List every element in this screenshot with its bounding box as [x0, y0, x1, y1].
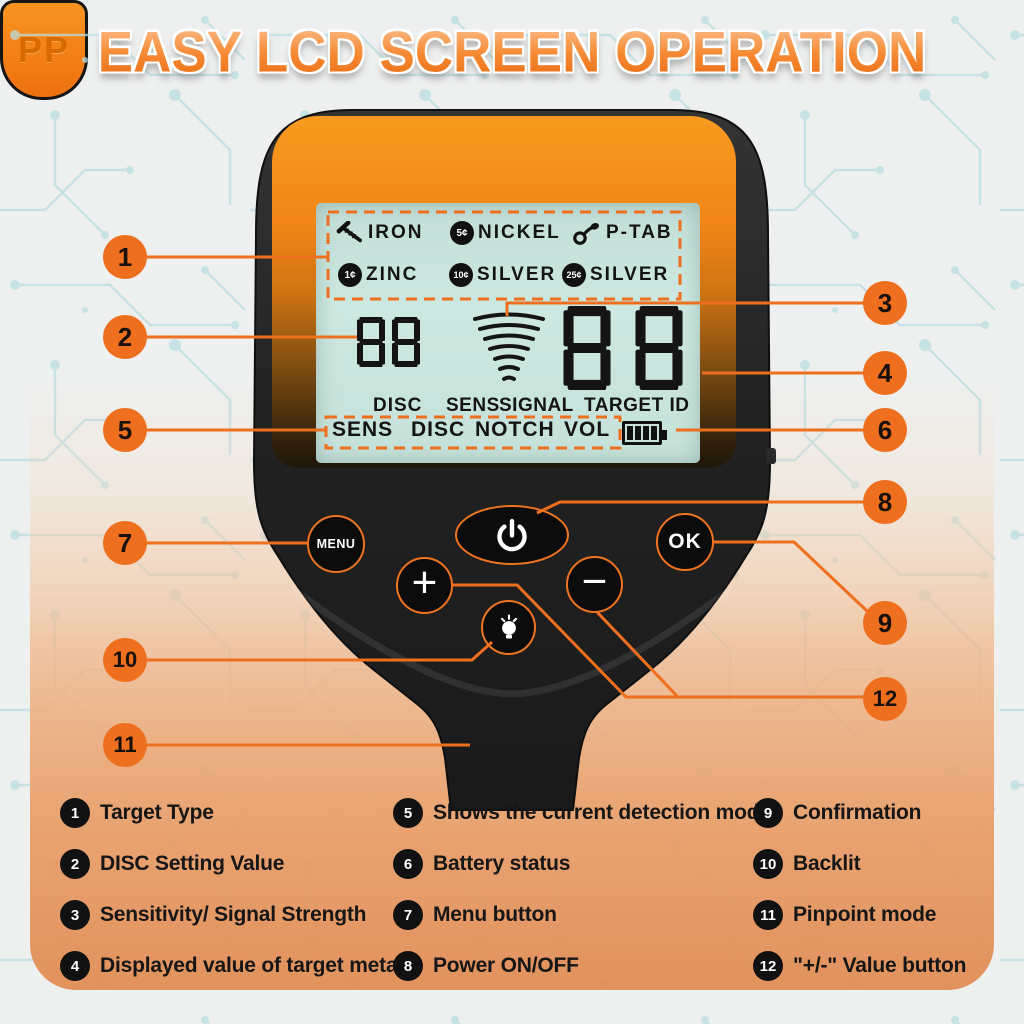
legend-badge: 2 — [60, 849, 90, 879]
power-icon — [497, 519, 527, 552]
legend-text: Pinpoint mode — [793, 903, 937, 926]
legend-item: 1 Target Type — [60, 796, 403, 830]
legend-text: Displayed value of target metal — [100, 954, 404, 977]
bulb-icon — [500, 614, 517, 639]
disc-value-display — [357, 310, 420, 374]
legend-item: 6 Battery status — [393, 847, 771, 881]
legend-column-2: 5 Shows the current detection mode 6 Batte… — [393, 796, 771, 983]
page-title: EASY LCD SCREEN OPERATION EASY LCD SCREE… — [0, 20, 1024, 86]
legend-item: 8 Power ON/OFF — [393, 949, 771, 983]
legend-text: Confirmation — [793, 801, 922, 824]
target-item-nickel: 5¢ NICKEL — [450, 219, 561, 247]
callout-12: 12 — [863, 677, 907, 721]
legend-text: Backlit — [793, 852, 861, 875]
callout-4: 4 — [863, 351, 907, 395]
legend-item: 7 Menu button — [393, 898, 771, 932]
legend-item: 3 Sensitivity/ Signal Strength — [60, 898, 403, 932]
callout-9: 9 — [863, 601, 907, 645]
mode-vol: VOL — [564, 418, 611, 441]
target-label: ZINC — [366, 264, 419, 285]
legend-item: 5 Shows the current detection mode — [393, 796, 771, 830]
target-label: SILVER — [477, 264, 557, 285]
battery-icon — [622, 421, 667, 445]
mode-sens: SENS — [332, 418, 394, 441]
mode-notch: NOTCH — [475, 418, 555, 441]
legend-text: Power ON/OFF — [433, 954, 579, 977]
pulltab-icon — [573, 223, 599, 245]
page-title-text: EASY LCD SCREEN OPERATION — [0, 20, 1024, 86]
target-item-iron: IRON — [336, 219, 424, 247]
legend-item: 2 DISC Setting Value — [60, 847, 403, 881]
legend-text: "+/-" Value button — [793, 954, 967, 977]
target-item-zinc: 1¢ ZINC — [338, 261, 418, 289]
legend-badge: 3 — [60, 900, 90, 930]
callout-5: 5 — [103, 408, 147, 452]
legend-badge: 1 — [60, 798, 90, 828]
target-item-silver25: 25¢ SILVER — [562, 261, 669, 289]
legend-badge: 6 — [393, 849, 423, 879]
callout-1: 1 — [103, 235, 147, 279]
disc-caption: DISC — [373, 395, 423, 416]
legend-badge: 8 — [393, 951, 423, 981]
signal-strength-icon — [473, 312, 545, 381]
legend-badge: 10 — [753, 849, 783, 879]
target-item-ptab: P-TAB — [570, 219, 673, 247]
side-nub — [766, 448, 776, 464]
plus-button[interactable]: + — [396, 557, 453, 614]
legend-badge: 4 — [60, 951, 90, 981]
legend-badge: 11 — [753, 900, 783, 930]
mode-disc: DISC — [411, 418, 466, 441]
coin-icon: 10¢ — [449, 263, 473, 287]
coin-icon: 25¢ — [562, 263, 586, 287]
legend-item: 9 Confirmation — [753, 796, 966, 830]
legend-text: DISC Setting Value — [100, 852, 285, 875]
legend-text: Target Type — [100, 801, 214, 824]
coin-icon: 1¢ — [338, 263, 362, 287]
backlight-button[interactable] — [481, 600, 536, 655]
legend-item: 12 "+/-" Value button — [753, 949, 966, 983]
legend-badge: 12 — [753, 951, 783, 981]
callout-10: 10 — [103, 638, 147, 682]
legend-text: Sensitivity/ Signal Strength — [100, 903, 367, 926]
lcd-screen: IRON 5¢ NICKEL P-TAB 1¢ ZINC 10¢ SILVER … — [316, 203, 700, 463]
target-id-caption: TARGET ID — [584, 395, 690, 416]
legend-text: Menu button — [433, 903, 557, 926]
nail-icon — [336, 221, 362, 243]
legend-item: 11 Pinpoint mode — [753, 898, 966, 932]
callout-3: 3 — [863, 281, 907, 325]
callout-6: 6 — [863, 408, 907, 452]
sens-caption: SENS — [446, 395, 500, 416]
ok-button[interactable]: OK — [656, 513, 714, 571]
legend-text: Shows the current detection mode — [433, 801, 771, 824]
legend-column-1: 1 Target Type 2 DISC Setting Value 3 Sensit… — [60, 796, 403, 983]
callout-2: 2 — [103, 315, 147, 359]
coin-icon: 5¢ — [450, 221, 474, 245]
legend-badge: 5 — [393, 798, 423, 828]
legend-item: 10 Backlit — [753, 847, 966, 881]
callout-8: 8 — [863, 480, 907, 524]
callout-7: 7 — [103, 521, 147, 565]
power-button[interactable] — [455, 505, 569, 565]
target-item-silver10: 10¢ SILVER — [449, 261, 556, 289]
target-label: SILVER — [590, 264, 670, 285]
page-title-outline: EASY LCD SCREEN OPERATION — [0, 20, 1024, 86]
menu-button[interactable]: MENU — [307, 515, 365, 573]
minus-button[interactable]: − — [566, 556, 623, 613]
target-label: NICKEL — [478, 222, 561, 243]
legend-item: 4 Displayed value of target metal — [60, 949, 403, 983]
legend-text: Battery status — [433, 852, 571, 875]
signal-caption: SIGNAL — [499, 395, 574, 416]
legend-badge: 7 — [393, 900, 423, 930]
target-label: IRON — [368, 222, 424, 243]
target-label: P-TAB — [606, 222, 673, 243]
target-id-value-display — [558, 306, 688, 390]
callout-11: 11 — [103, 723, 147, 767]
legend-badge: 9 — [753, 798, 783, 828]
legend-column-3: 9 Confirmation 10 Backlit 11 Pinpoint mode … — [753, 796, 966, 983]
